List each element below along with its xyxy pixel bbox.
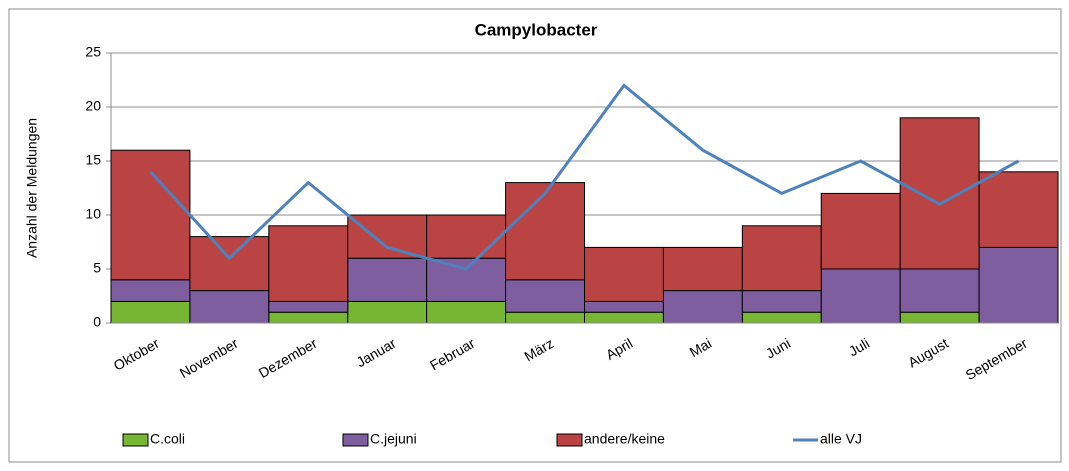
bar-segment bbox=[110, 300, 191, 324]
bar-segment bbox=[899, 117, 980, 270]
bar-segment bbox=[505, 311, 586, 324]
bar-segment bbox=[741, 311, 822, 324]
legend-label: C.coli bbox=[150, 431, 185, 447]
y-tick-label: 5 bbox=[93, 260, 101, 276]
y-tick-label: 0 bbox=[93, 314, 101, 330]
y-tick-label: 10 bbox=[85, 206, 101, 222]
legend-label: alle VJ bbox=[820, 431, 862, 447]
legend-label: C.jejuni bbox=[370, 431, 417, 447]
bar-segment bbox=[347, 214, 428, 259]
bar-segment bbox=[347, 257, 428, 302]
legend-swatch bbox=[122, 433, 149, 447]
bar-segment bbox=[426, 214, 507, 259]
bar-segment bbox=[662, 246, 743, 292]
bar-segment bbox=[584, 246, 664, 302]
bar-segment bbox=[978, 171, 1059, 248]
bar-segment bbox=[820, 268, 901, 324]
bar-segment bbox=[189, 236, 270, 292]
bar-segment bbox=[978, 246, 1059, 324]
bar-segment bbox=[268, 300, 349, 313]
bar-segment bbox=[584, 300, 664, 313]
legend-swatch bbox=[342, 433, 369, 447]
legend-label: andere/keine bbox=[584, 431, 665, 447]
bar-segment bbox=[899, 311, 980, 324]
y-tick-label: 15 bbox=[85, 152, 101, 168]
bar-segment bbox=[505, 182, 586, 281]
bar-segment bbox=[268, 311, 349, 324]
bar-segment bbox=[426, 257, 507, 302]
legend-swatch bbox=[556, 433, 583, 447]
bar-segment bbox=[741, 225, 822, 292]
bar-segment bbox=[662, 290, 743, 324]
bar-segment bbox=[189, 290, 270, 324]
bar-segment bbox=[899, 268, 980, 313]
bar-segment bbox=[268, 225, 349, 302]
bar-segment bbox=[110, 279, 191, 302]
y-tick-label: 25 bbox=[85, 44, 101, 60]
bar-segment bbox=[741, 290, 822, 313]
bar-segment bbox=[426, 300, 507, 324]
line-series bbox=[149, 83, 1020, 271]
chart-title: Campylobacter bbox=[475, 20, 598, 39]
bar-segment bbox=[110, 149, 191, 281]
y-tick-label: 20 bbox=[85, 98, 101, 114]
y-axis-label: Anzahl der Meldungen bbox=[24, 118, 40, 258]
bar-segment bbox=[820, 192, 901, 270]
bar-segment bbox=[505, 279, 586, 313]
bar-segment bbox=[347, 300, 428, 324]
bar-segment bbox=[584, 311, 664, 324]
